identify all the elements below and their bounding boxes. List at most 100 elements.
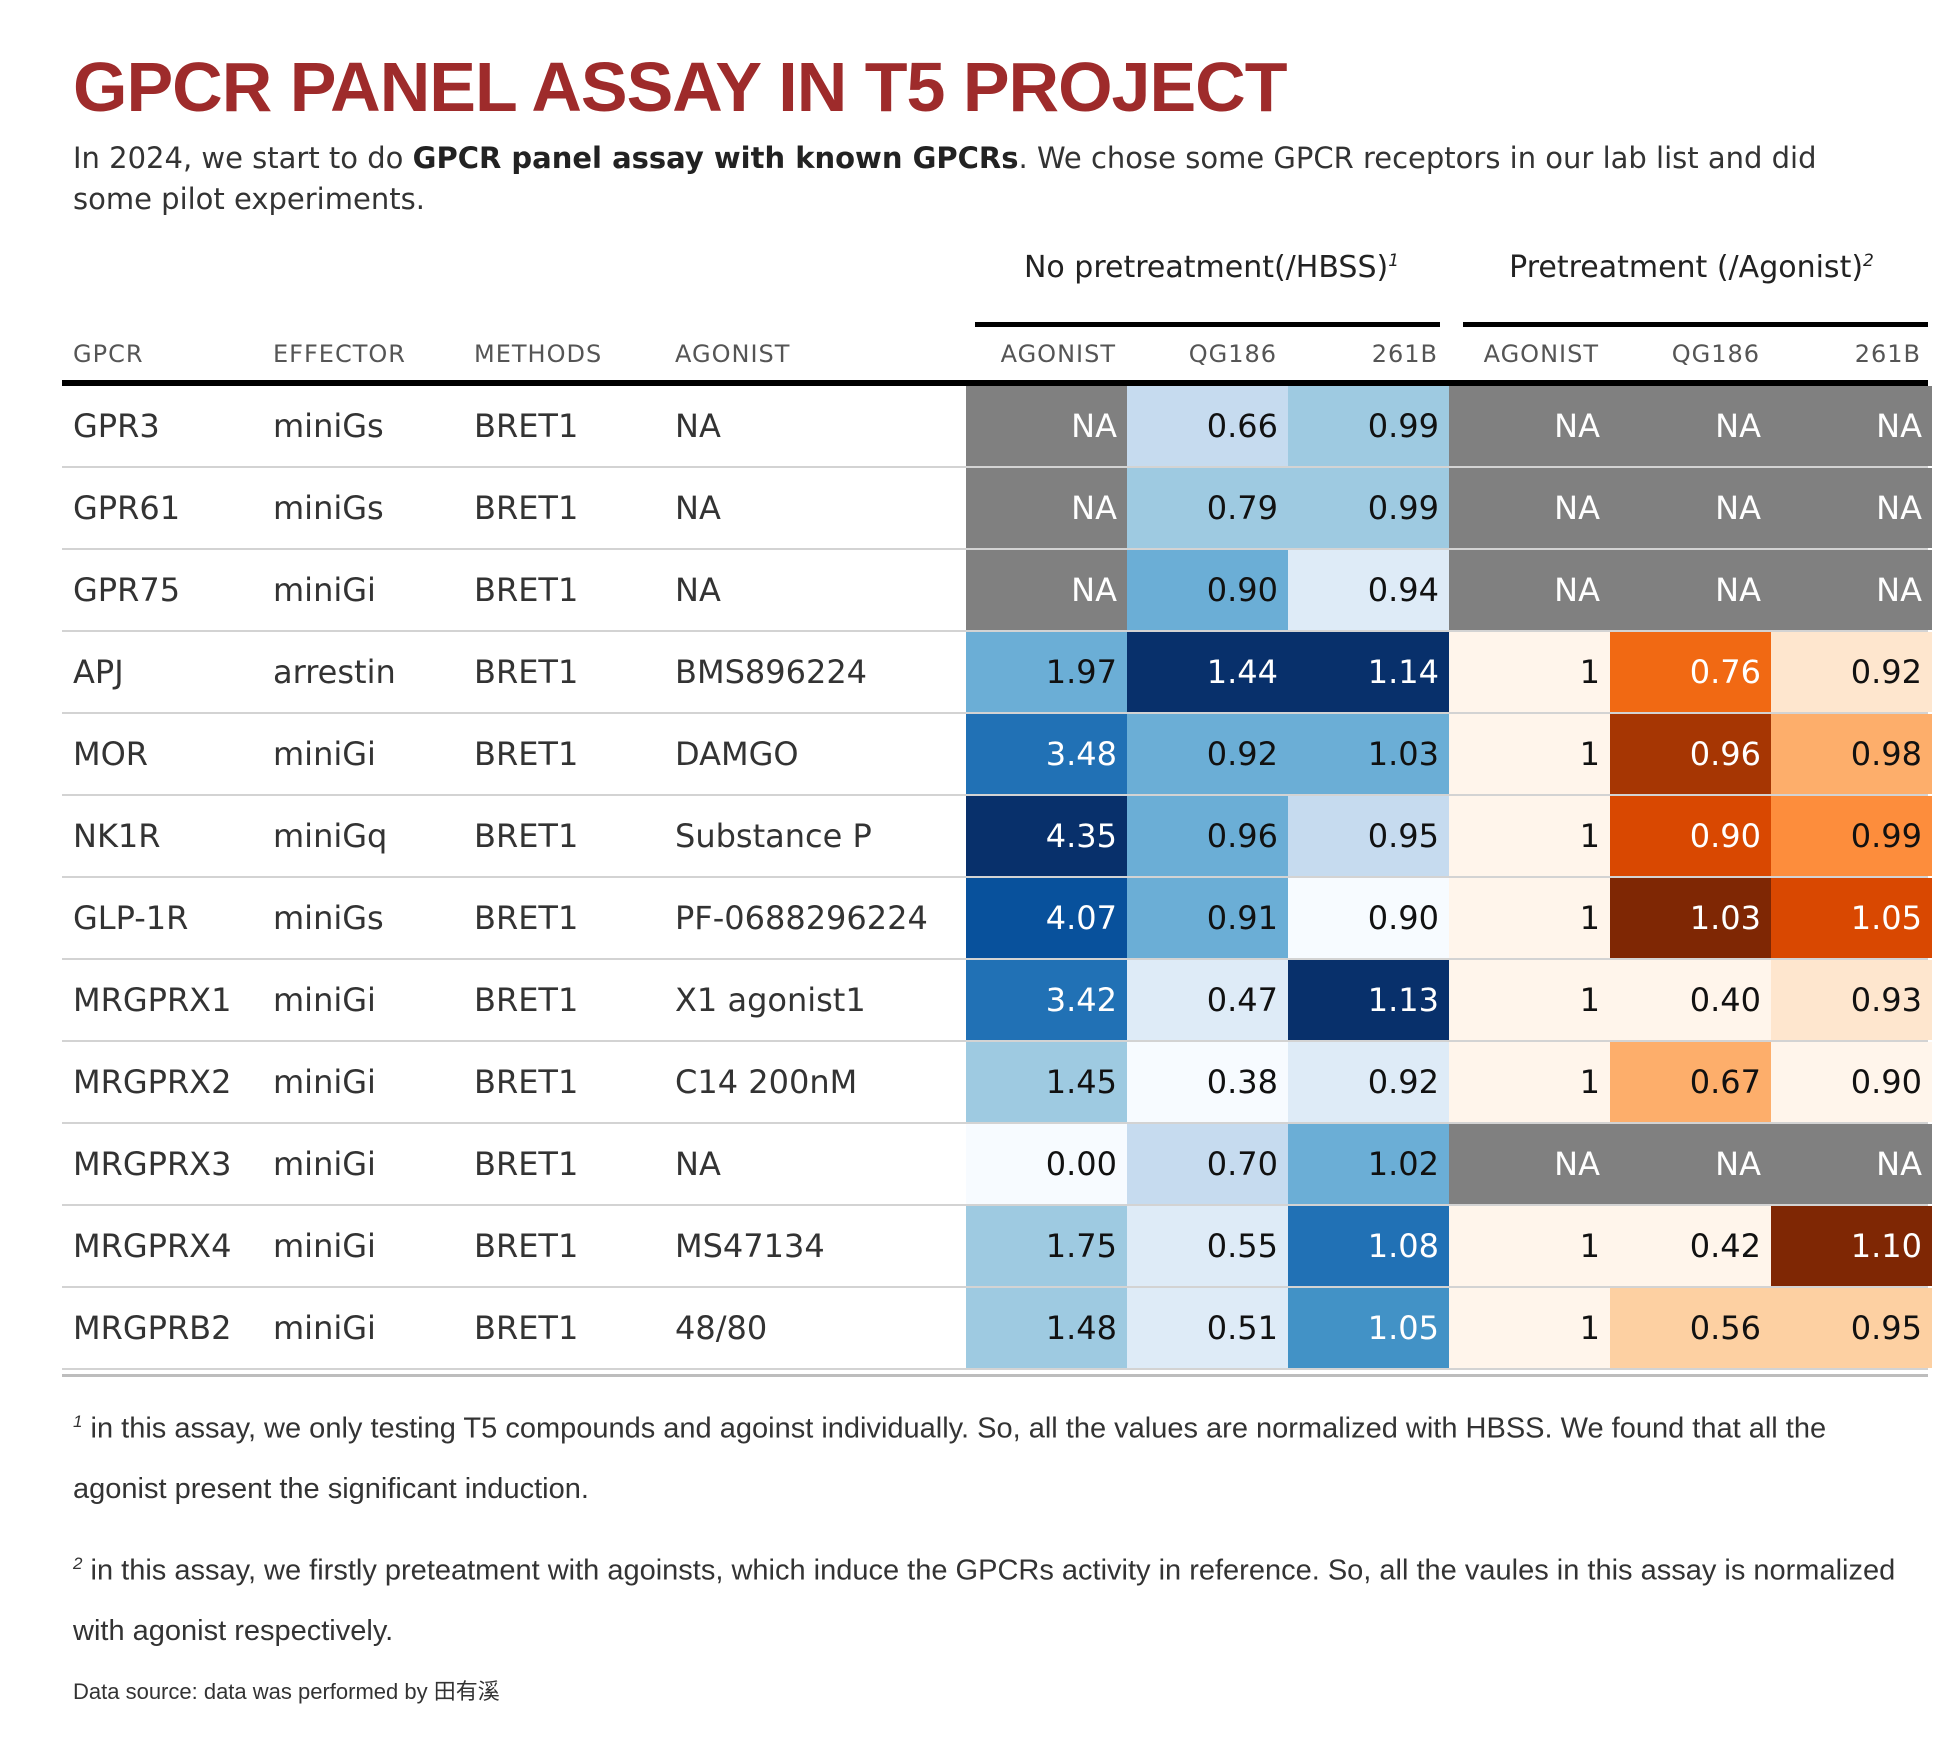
heat-cell-pre-261b: 0.90 [1771,1042,1932,1122]
cell-gpcr: APJ [73,653,124,691]
column-header-methods: METHODS [474,340,603,368]
column-header-nopre-agonist: AGONIST [1000,340,1116,368]
heat-cell-pre-agonist: 1 [1449,714,1610,794]
footnote-1: 1 in this assay, we only testing T5 comp… [73,1392,1903,1519]
heat-cell-nopre-qg186: 0.91 [1127,878,1288,958]
spanner-note: 2 [1863,251,1874,271]
cell-agonist: BMS896224 [675,653,868,691]
heat-cell-nopre-agonist: 0.00 [966,1124,1127,1204]
table-row: MOR miniGi BRET1 DAMGO 3.48 0.92 1.03 1 0.96 0.98 [62,714,1932,796]
table-row: MRGPRX3 miniGi BRET1 NA 0.00 0.70 1.02 NA NA NA [62,1124,1932,1206]
spanner-label: Pretreatment (/Agonist) [1509,250,1864,285]
table-row: GPR61 miniGs BRET1 NA NA 0.79 0.99 NA NA NA [62,468,1932,550]
header-rule [62,380,1928,386]
heat-cell-pre-261b: NA [1771,550,1932,630]
heat-cell-pre-agonist: 1 [1449,878,1610,958]
heat-cell-nopre-261b: 1.08 [1288,1206,1449,1286]
cell-method: BRET1 [474,1063,579,1101]
heat-cell-nopre-qg186: 0.51 [1127,1288,1288,1368]
cell-method: BRET1 [474,653,579,691]
cell-effector: miniGs [273,489,384,527]
heat-cell-nopre-261b: 0.99 [1288,386,1449,466]
column-header-nopre-261b: 261B [1371,340,1438,368]
heat-cell-nopre-agonist: NA [966,550,1127,630]
row-divider [62,466,1928,468]
table-row: GLP-1R miniGs BRET1 PF-0688296224 4.07 0.91 0.… [62,878,1932,960]
heat-cell-pre-agonist: 1 [1449,960,1610,1040]
heat-cell-pre-qg186: 1.03 [1610,878,1771,958]
heat-cell-pre-agonist: NA [1449,468,1610,548]
heat-cell-nopre-qg186: 0.96 [1127,796,1288,876]
heat-cell-pre-261b: 0.99 [1771,796,1932,876]
heat-cell-nopre-261b: 1.03 [1288,714,1449,794]
cell-method: BRET1 [474,489,579,527]
subtitle-post: . We chose some GPCR receptors in our la… [73,141,1817,216]
cell-effector: miniGi [273,1145,376,1183]
row-divider [62,1040,1928,1042]
heat-cell-nopre-261b: 1.13 [1288,960,1449,1040]
row-divider [62,876,1928,878]
spanner-label: No pretreatment(/HBSS) [1023,250,1389,285]
spanner-rule-no-pretreatment [975,322,1440,327]
cell-agonist: X1 agonist1 [675,981,866,1019]
cell-gpcr: MRGPRX3 [73,1145,232,1183]
table-row: MRGPRX2 miniGi BRET1 C14 200nM 1.45 0.38 0.92 1… [62,1042,1932,1124]
spanner-note: 1 [1388,251,1400,271]
table-row: MRGPRX1 miniGi BRET1 X1 agonist1 3.42 0.47 1.1… [62,960,1932,1042]
heat-cell-pre-qg186: 0.90 [1610,796,1771,876]
heat-cell-nopre-qg186: 0.55 [1127,1206,1288,1286]
heat-cell-pre-qg186: 0.76 [1610,632,1771,712]
heat-cell-pre-261b: NA [1771,1124,1932,1204]
heat-cell-pre-261b: 0.92 [1771,632,1932,712]
footnote-2: 2 in this assay, we firstly preteatment … [73,1534,1903,1661]
column-header-pre-agonist: AGONIST [1483,340,1599,368]
table-row: APJ arrestin BRET1 BMS896224 1.97 1.44 1.14 1 0.… [62,632,1932,714]
heat-cell-nopre-agonist: 3.48 [966,714,1127,794]
row-divider [62,1368,1928,1370]
heat-cell-pre-agonist: NA [1449,550,1610,630]
cell-gpcr: GPR75 [73,571,181,609]
heat-cell-nopre-qg186: 0.47 [1127,960,1288,1040]
cell-effector: miniGi [273,735,376,773]
cell-agonist: C14 200nM [675,1063,858,1101]
heat-cell-pre-261b: NA [1771,468,1932,548]
heat-cell-pre-agonist: NA [1449,386,1610,466]
column-header-pre-261b: 261B [1854,340,1921,368]
heat-cell-pre-agonist: 1 [1449,632,1610,712]
row-divider [62,1286,1928,1288]
heat-cell-nopre-261b: 1.14 [1288,632,1449,712]
table-row: MRGPRX4 miniGi BRET1 MS47134 1.75 0.55 1.08 1 0.… [62,1206,1932,1288]
row-divider [62,712,1928,714]
spanner-rule-pretreatment [1463,322,1928,327]
heat-cell-pre-agonist: NA [1449,1124,1610,1204]
cell-agonist: Substance P [675,817,872,855]
cell-agonist: NA [675,407,721,445]
heat-cell-pre-qg186: 0.67 [1610,1042,1771,1122]
cell-effector: miniGi [273,1063,376,1101]
table-bottom-rule [62,1374,1928,1377]
heat-cell-pre-agonist: 1 [1449,796,1610,876]
heat-cell-nopre-agonist: 1.45 [966,1042,1127,1122]
heat-cell-nopre-agonist: 4.07 [966,878,1127,958]
heat-cell-pre-261b: 1.10 [1771,1206,1932,1286]
footnote-mark: 1 [73,1412,83,1431]
heat-cell-nopre-agonist: 1.75 [966,1206,1127,1286]
heat-cell-pre-agonist: 1 [1449,1288,1610,1368]
spanner-pretreatment: Pretreatment (/Agonist)2 [1455,250,1928,294]
heat-cell-nopre-agonist: 1.48 [966,1288,1127,1368]
heat-cell-pre-qg186: 0.42 [1610,1206,1771,1286]
cell-agonist: MS47134 [675,1227,825,1265]
cell-agonist: PF-0688296224 [675,899,928,937]
heat-cell-pre-261b: 0.95 [1771,1288,1932,1368]
heat-cell-nopre-agonist: 4.35 [966,796,1127,876]
heat-cell-pre-qg186: NA [1610,386,1771,466]
cell-method: BRET1 [474,571,579,609]
heat-cell-nopre-agonist: NA [966,468,1127,548]
cell-gpcr: NK1R [73,817,161,855]
heat-cell-pre-qg186: 0.96 [1610,714,1771,794]
cell-effector: miniGs [273,899,384,937]
cell-gpcr: MRGPRX4 [73,1227,232,1265]
cell-agonist: NA [675,1145,721,1183]
cell-gpcr: MRGPRX1 [73,981,232,1019]
table-row: MRGPRB2 miniGi BRET1 48/80 1.48 0.51 1.05 1 0.56… [62,1288,1932,1370]
